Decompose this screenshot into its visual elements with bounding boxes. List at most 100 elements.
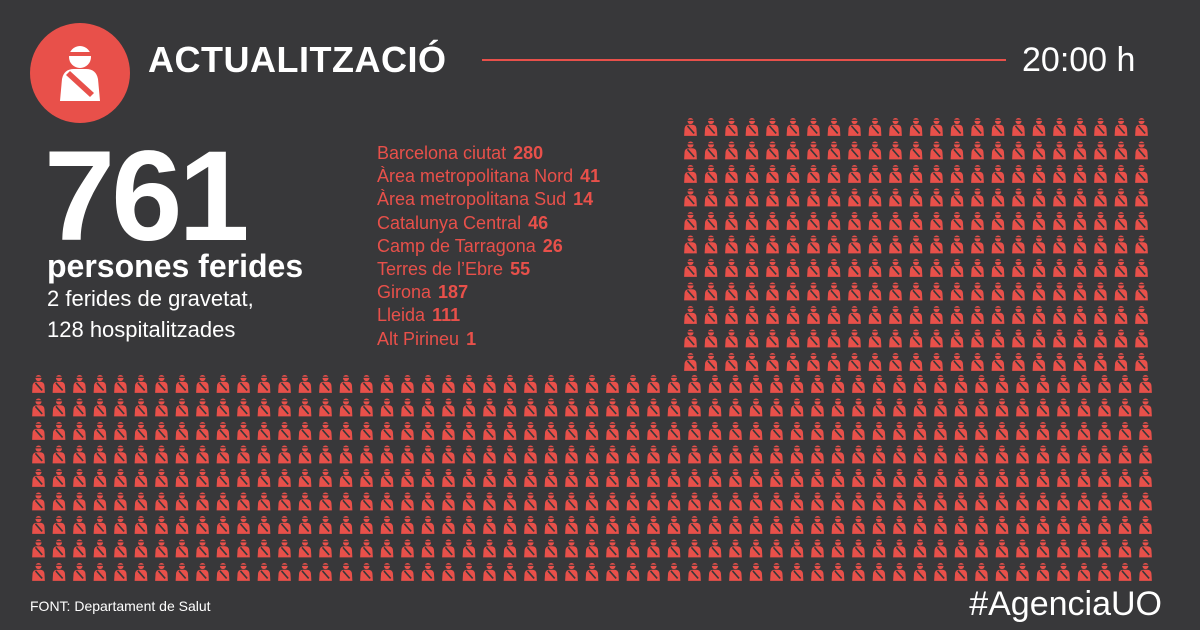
injured-person-icon bbox=[913, 445, 927, 464]
injured-person-icon bbox=[749, 375, 763, 393]
injured-person-icon bbox=[950, 188, 964, 207]
injured-person-icon bbox=[52, 375, 66, 393]
injured-person-icon bbox=[319, 375, 332, 393]
injured-person-icon bbox=[278, 492, 291, 511]
injured-person-icon bbox=[975, 375, 988, 393]
injured-person-icon bbox=[1073, 141, 1087, 160]
total-injured-count: 761 bbox=[44, 125, 250, 268]
region-value: 1 bbox=[466, 328, 477, 349]
injured-person-icon bbox=[790, 422, 804, 440]
injured-person-icon bbox=[1114, 329, 1128, 348]
injured-person-icon bbox=[1139, 469, 1152, 487]
injured-person-icon bbox=[913, 398, 927, 417]
injured-person-icon bbox=[1053, 188, 1066, 207]
injured-person-icon bbox=[1032, 235, 1046, 254]
injured-person-icon bbox=[1036, 445, 1050, 464]
injured-person-icon bbox=[1098, 375, 1111, 393]
injured-person-icon bbox=[401, 469, 414, 487]
injured-person-icon bbox=[950, 165, 964, 183]
injured-person-icon bbox=[807, 353, 820, 371]
injured-person-icon bbox=[606, 516, 619, 534]
injured-person-icon bbox=[155, 539, 168, 558]
injured-person-icon bbox=[971, 353, 984, 371]
injured-person-icon bbox=[647, 469, 660, 487]
injured-person-icon bbox=[1098, 398, 1111, 417]
injured-person-icon bbox=[729, 492, 742, 511]
injured-person-icon bbox=[995, 539, 1009, 558]
injured-person-icon bbox=[442, 469, 455, 487]
injured-person-icon bbox=[278, 469, 291, 487]
injured-person-icon bbox=[872, 422, 886, 440]
injured-person-icon bbox=[1012, 118, 1025, 136]
injured-person-icon bbox=[298, 563, 312, 581]
injured-person-icon bbox=[729, 516, 742, 534]
injured-person-icon bbox=[278, 563, 291, 581]
injured-person-icon bbox=[1057, 445, 1070, 464]
injured-person-icon bbox=[339, 539, 353, 558]
injured-person-icon bbox=[114, 398, 127, 417]
injured-person-icon bbox=[909, 212, 923, 230]
injured-person-icon bbox=[889, 141, 902, 160]
injured-person-icon bbox=[770, 375, 783, 393]
injured-person-icon bbox=[889, 259, 902, 277]
injured-person-icon bbox=[360, 469, 373, 487]
injured-person-icon bbox=[524, 375, 537, 393]
injured-person-icon bbox=[1114, 353, 1128, 371]
injured-person-icon bbox=[278, 375, 291, 393]
injured-person-icon bbox=[524, 445, 537, 464]
injured-person-icon bbox=[991, 212, 1005, 230]
region-name: Àrea metropolitana Nord bbox=[377, 166, 574, 187]
injured-person-icon bbox=[766, 353, 779, 371]
injured-person-icon bbox=[704, 353, 718, 371]
injured-person-icon bbox=[995, 563, 1009, 581]
injured-person-icon bbox=[175, 539, 189, 558]
injured-person-icon bbox=[175, 516, 189, 534]
injured-person-icon bbox=[585, 469, 599, 487]
injured-person-icon bbox=[852, 469, 865, 487]
injured-person-icon bbox=[1135, 329, 1148, 348]
injured-person-icon bbox=[852, 398, 865, 417]
region-item: Camp de Tarragona 26 bbox=[377, 235, 600, 258]
region-item: Àrea metropolitana Sud 14 bbox=[377, 188, 600, 211]
region-item: Catalunya Central 46 bbox=[377, 212, 600, 235]
injured-person-icon bbox=[766, 118, 779, 136]
injured-person-icon bbox=[606, 375, 619, 393]
injured-person-icon bbox=[360, 422, 373, 440]
injured-person-icon bbox=[1073, 235, 1087, 254]
injured-person-icon bbox=[298, 375, 312, 393]
injured-person-icon bbox=[647, 375, 660, 393]
injured-person-icon bbox=[745, 118, 759, 136]
injured-person-icon bbox=[889, 329, 902, 348]
injured-person-icon bbox=[770, 469, 783, 487]
injured-person-icon bbox=[729, 563, 742, 581]
injured-person-icon bbox=[319, 539, 332, 558]
injured-person-icon bbox=[893, 422, 906, 440]
injured-person-icon bbox=[216, 516, 230, 534]
injured-person-icon bbox=[827, 188, 841, 207]
injured-person-icon bbox=[688, 445, 701, 464]
injured-person-icon bbox=[971, 165, 984, 183]
injured-person-icon bbox=[155, 492, 168, 511]
injured-person-icon bbox=[319, 492, 332, 511]
injured-person-icon bbox=[1016, 492, 1029, 511]
injured-person-icon bbox=[237, 539, 250, 558]
injured-person-icon bbox=[298, 445, 312, 464]
injured-person-icon bbox=[749, 469, 763, 487]
injured-person-icon bbox=[811, 398, 824, 417]
injured-person-icon bbox=[32, 516, 45, 534]
injured-person-icon bbox=[868, 188, 882, 207]
injured-person-icon bbox=[1032, 306, 1046, 324]
injured-person-icon bbox=[852, 516, 865, 534]
injured-person-icon bbox=[807, 165, 820, 183]
injured-person-icon bbox=[807, 282, 820, 301]
injured-person-icon bbox=[1016, 422, 1029, 440]
region-item: Alt Pirineu 1 bbox=[377, 328, 600, 351]
injured-person-icon bbox=[1118, 445, 1132, 464]
injured-person-icon bbox=[175, 398, 189, 417]
injured-person-icon bbox=[848, 212, 861, 230]
injured-person-icon bbox=[175, 445, 189, 464]
injured-person-icon bbox=[745, 306, 759, 324]
injured-person-icon bbox=[73, 445, 86, 464]
injured-person-icon bbox=[667, 563, 681, 581]
injured-person-icon bbox=[729, 398, 742, 417]
